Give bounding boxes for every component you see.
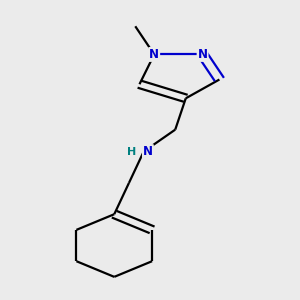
Text: N: N [143,145,153,158]
Text: N: N [198,48,208,61]
Text: H: H [127,147,136,157]
Text: N: N [149,48,159,61]
